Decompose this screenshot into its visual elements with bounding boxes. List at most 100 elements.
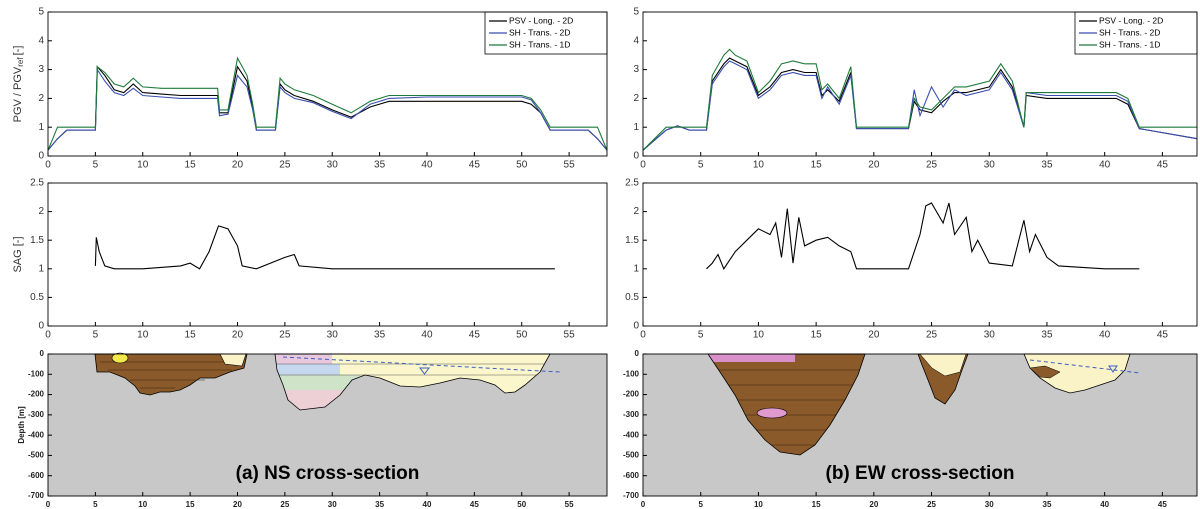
x-tick-label: 10: [137, 330, 149, 341]
layer-lines: [100, 361, 240, 389]
legend-label: PSV - Long. - 2D: [1099, 15, 1163, 25]
layer: [275, 364, 340, 375]
y-tick-label: 0: [633, 321, 639, 332]
panel: 0 5 10 15 20 25 30 35 40 45 0 -100 -200 -300 -400 -500 -…: [623, 349, 1198, 509]
lens: [111, 352, 129, 364]
x-tick-label: 50: [516, 330, 528, 341]
x-tick-label: 25: [280, 500, 289, 509]
series-line: [94, 225, 555, 270]
x-tick-label: 30: [985, 500, 994, 509]
y-tick-label: 1.5: [30, 235, 44, 246]
y-tick-label: -400: [28, 430, 45, 439]
panel: 0 5 10 15 20 25 30 35 40 45 50 55 0 -100 -200 -300 -400 -…: [17, 349, 608, 509]
y-tick-label: -100: [623, 369, 640, 378]
x-tick-label: 35: [1043, 500, 1052, 509]
layer: [275, 375, 360, 390]
x-tick-label: 10: [138, 500, 147, 509]
x-tick-label: 40: [1099, 330, 1111, 341]
y-tick-label: 2: [633, 93, 639, 104]
x-tick-label: 20: [233, 500, 242, 509]
series-line: [47, 56, 608, 151]
x-tick-label: 45: [470, 500, 479, 509]
y-tick-label: -200: [28, 390, 45, 399]
x-tick-label: 25: [926, 330, 938, 341]
x-tick-label: 35: [375, 500, 384, 509]
y-tick-label: 0: [38, 151, 44, 162]
sediment-basin: [94, 353, 248, 396]
x-tick-label: 15: [185, 330, 197, 341]
y-tick-label: 0: [633, 151, 639, 162]
y-tick-label: 2.5: [30, 178, 44, 189]
x-tick-label: 5: [698, 330, 704, 341]
layer: [275, 354, 332, 364]
x-tick-label: 55: [564, 330, 576, 341]
x-tick-label: 0: [45, 160, 51, 171]
x-tick-label: 25: [926, 160, 938, 171]
x-tick-label: 35: [1041, 160, 1053, 171]
x-tick-label: 15: [811, 330, 823, 341]
water-table: [282, 356, 561, 373]
x-tick-label: 20: [869, 500, 878, 509]
y-tick-label: -400: [623, 430, 640, 439]
y-tick-label: 5: [38, 7, 44, 18]
x-tick-label: 15: [185, 160, 197, 171]
x-tick-label: 20: [232, 330, 244, 341]
y-tick-label: 0: [38, 321, 44, 332]
y-axis-label: PGV / PGVref[-]: [12, 46, 25, 123]
x-tick-label: 0: [640, 160, 646, 171]
plot-area: [48, 183, 607, 326]
plot-frame: [47, 11, 608, 157]
x-tick-label: 10: [137, 160, 149, 171]
annotation: (a) NS cross-section: [236, 463, 420, 484]
x-tick-label: 25: [279, 160, 291, 171]
y-tick-label: 4: [38, 35, 44, 46]
x-tick-label: 5: [93, 330, 99, 341]
x-tick-label: 20: [868, 160, 880, 171]
ns-geology: [48, 352, 607, 496]
basin-outline: [707, 353, 866, 456]
water-table: [1029, 359, 1141, 374]
x-tick-label: 35: [1041, 330, 1053, 341]
y-tick-label: 0.5: [625, 292, 639, 303]
x-tick-label: 0: [640, 330, 646, 341]
y-axis-label-unit: [-]: [12, 46, 24, 56]
y-tick-label: -300: [28, 410, 45, 419]
lens: [1029, 365, 1061, 379]
y-tick-label: 0: [635, 349, 640, 358]
x-tick-label: 10: [753, 160, 765, 171]
layer: [708, 354, 795, 362]
x-tick-label: 0: [641, 500, 646, 509]
x-tick-label: 0: [45, 330, 51, 341]
x-tick-label: 45: [469, 330, 481, 341]
water-marker: [419, 367, 430, 375]
x-tick-label: 40: [421, 330, 433, 341]
sediment-basin: [1023, 353, 1131, 394]
y-axis-label-sub: ref: [16, 57, 25, 67]
y-tick-label: 1: [38, 263, 44, 274]
y-tick-label: 5: [633, 7, 639, 18]
y-axis-label-text: PGV / PGV: [12, 66, 24, 122]
x-tick-label: 30: [984, 160, 996, 171]
y-tick-label: 2: [38, 206, 44, 217]
lens: [756, 407, 788, 419]
y-tick-label: 3: [38, 64, 44, 75]
x-tick-label: 15: [186, 500, 195, 509]
x-tick-label: 20: [868, 330, 880, 341]
legend: PSV - Long. - 2D SH - Trans. - 2D SH - Tra…: [1074, 11, 1198, 55]
x-tick-label: 25: [279, 330, 291, 341]
panel: 0 5 10 15 20 25 30 35 40 45 0 0.5 1 1.5 2 2.5: [625, 178, 1198, 341]
x-tick-label: 45: [1157, 160, 1169, 171]
y-tick-label: -600: [623, 471, 640, 480]
y-tick-label: 0.5: [30, 292, 44, 303]
annotation: (b) EW cross-section: [826, 463, 1015, 484]
y-tick-label: 1: [38, 122, 44, 133]
y-tick-label: -500: [623, 451, 640, 460]
y-tick-label: 2: [633, 206, 639, 217]
water-marker: [1108, 365, 1118, 373]
x-tick-label: 45: [1158, 500, 1167, 509]
x-tick-label: 30: [984, 330, 996, 341]
layer-lines: [275, 363, 550, 376]
x-tick-label: 0: [46, 500, 51, 509]
